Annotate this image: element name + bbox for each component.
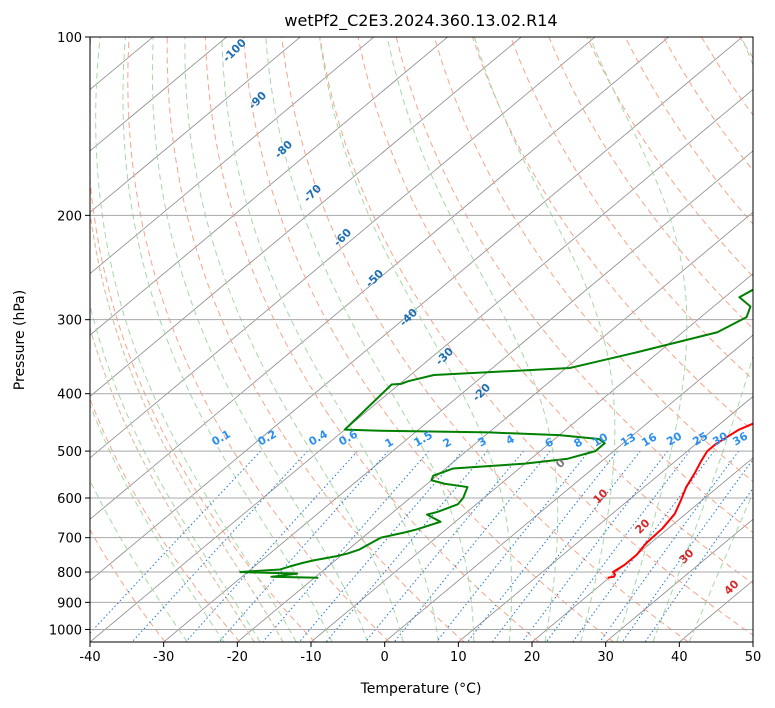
mixing-ratio-line <box>599 450 740 642</box>
x-axis-ticks: -40 -30 -20 -10 0 10 20 30 40 50 <box>79 642 761 665</box>
dry-adiabat-line <box>90 528 166 642</box>
y-tick-label: 400 <box>57 388 82 403</box>
chart-title: wetPf2_C2E3.2024.360.13.02.R14 <box>284 11 557 31</box>
isotherm-line <box>90 88 753 642</box>
background-lines <box>90 37 753 642</box>
temperature-profile-line <box>607 422 753 579</box>
isotherm-line <box>90 37 669 520</box>
dry-adiabat-line <box>319 37 753 636</box>
y-tick-label: 900 <box>57 596 82 611</box>
moist-adiabat-line <box>90 303 261 642</box>
moist-adiabat-line <box>95 37 297 642</box>
mixing-ratio-line <box>131 450 308 642</box>
isotherm-line <box>90 37 596 459</box>
x-tick-label: 40 <box>671 650 688 665</box>
isotherm-line <box>90 37 448 336</box>
moist-adiabat-line <box>319 37 513 642</box>
mixing-ratio-line <box>467 450 619 642</box>
isotherm-line <box>90 37 227 152</box>
x-tick-label: -30 <box>153 650 174 665</box>
mixing-ratio-line <box>185 450 358 642</box>
x-tick-label: 30 <box>597 650 614 665</box>
y-tick-label: 200 <box>57 209 82 224</box>
dry-adiabat-line <box>548 37 753 330</box>
theta-e-line <box>90 325 255 642</box>
mixing-ratio-line <box>436 450 590 642</box>
moist-adiabat-line <box>151 37 369 642</box>
isotherm-line <box>605 518 753 642</box>
x-tick-label: 20 <box>524 650 541 665</box>
x-tick-label: 0 <box>381 650 389 665</box>
isotherm-line <box>384 334 753 642</box>
mixing-ratio-line <box>572 450 715 642</box>
moist-adiabat-line <box>90 479 188 642</box>
y-tick-label: 100 <box>57 31 82 46</box>
moist-adiabat-line <box>221 37 439 642</box>
mixing-ratio-line <box>325 450 488 642</box>
mixing-ratio-line <box>491 450 641 642</box>
isotherm-line <box>163 150 753 642</box>
y-tick-label: 600 <box>57 492 82 507</box>
y-tick-label: 800 <box>57 566 82 581</box>
mixing-ratio-line <box>90 450 261 634</box>
x-tick-label: 10 <box>450 650 467 665</box>
moist-adiabat-line <box>688 491 753 642</box>
y-tick-label: 500 <box>57 445 82 460</box>
sounding-profiles <box>239 288 753 579</box>
isotherm-line <box>458 395 753 642</box>
dry-adiabat-line <box>204 37 540 642</box>
dry-adiabat-line <box>166 37 465 642</box>
y-axis-label: Pressure (hPa) <box>12 290 28 390</box>
dewpoint-profile-line <box>239 288 753 579</box>
moist-adiabat-line <box>473 37 616 642</box>
x-tick-label: -20 <box>227 650 248 665</box>
isotherm-line <box>237 211 753 642</box>
isotherm-line <box>90 37 522 397</box>
mixing-ratio-line <box>298 450 464 642</box>
moist-adiabat-line <box>386 37 559 642</box>
dry-adiabat-line <box>127 37 390 642</box>
moist-adiabat-line <box>265 37 475 642</box>
dry-adiabat-line <box>90 37 316 642</box>
isotherm-line <box>90 37 301 213</box>
theta-e-line <box>90 206 284 642</box>
y-tick-label: 300 <box>57 314 82 329</box>
y-tick-label: 1000 <box>49 623 82 638</box>
plot-area <box>90 37 753 642</box>
pressure-gridlines <box>90 37 753 630</box>
x-tick-label: -40 <box>79 650 100 665</box>
mixing-ratio-line <box>393 450 551 642</box>
x-tick-label: 50 <box>745 650 762 665</box>
moist-adiabat-line <box>184 37 404 642</box>
mixing-ratio-line <box>364 450 525 642</box>
y-axis-ticks: 100 200 300 400 500 600 700 800 900 1000 <box>49 31 90 638</box>
dry-adiabat-line <box>510 37 753 381</box>
dry-adiabat-line <box>90 397 241 642</box>
x-axis-label: Temperature (°C) <box>360 681 482 697</box>
dry-adiabat-line <box>281 37 689 642</box>
isotherm-line <box>90 37 743 582</box>
x-tick-label: -10 <box>300 650 321 665</box>
isotherm-line <box>90 37 375 275</box>
dry-adiabat-line <box>433 37 753 483</box>
moist-adiabat-line <box>652 37 753 642</box>
plot-frame <box>89 36 754 643</box>
mixing-ratio-line <box>644 487 753 642</box>
isotherm-line <box>310 273 753 642</box>
moist-adiabat-line <box>90 403 225 642</box>
isotherm-line <box>531 457 753 642</box>
dry-adiabat-line <box>472 37 753 432</box>
dry-adiabat-line <box>395 37 753 534</box>
y-tick-label: 700 <box>57 532 82 547</box>
